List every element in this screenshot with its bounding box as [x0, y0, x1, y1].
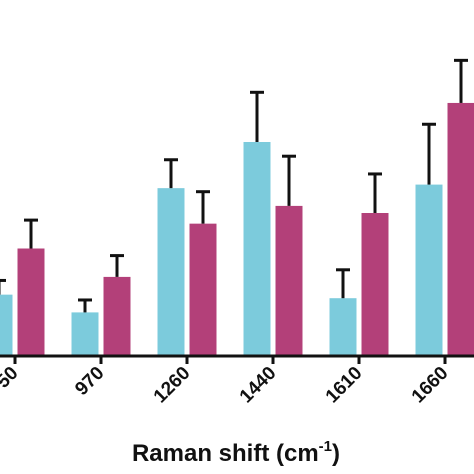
bar-970-series-2 — [103, 276, 131, 355]
x-axis-title: Raman shift (cm-1) — [132, 438, 340, 467]
bar-850-series-2 — [17, 248, 45, 355]
bar-970-series-1 — [71, 312, 99, 355]
bar-1610-series-1 — [329, 298, 357, 355]
bar-1440-series-2 — [275, 205, 303, 355]
x-tick-label-1660: 1660 — [408, 363, 453, 408]
x-ticks-layer — [13, 355, 447, 364]
bar-1260-series-1 — [157, 188, 185, 355]
bar-1260-series-2 — [189, 223, 217, 355]
bars-layer — [0, 102, 474, 355]
bar-1440-series-1 — [243, 142, 271, 355]
x-tick-label-1260: 1260 — [150, 363, 195, 408]
error-bars-layer — [0, 58, 468, 313]
x-tick-labels-layer: 50 970 1260 1440 1610 1660 — [0, 363, 453, 408]
bar-1610-series-2 — [361, 213, 389, 355]
x-tick-label-1610: 1610 — [322, 363, 367, 408]
bar-850-series-1 — [0, 294, 13, 355]
bar-1660-series-2 — [447, 102, 474, 355]
x-tick-label-850: 50 — [0, 363, 23, 393]
x-tick-label-970: 970 — [71, 363, 108, 400]
bar-1660-series-1 — [415, 184, 443, 355]
x-tick-label-1440: 1440 — [236, 363, 281, 408]
